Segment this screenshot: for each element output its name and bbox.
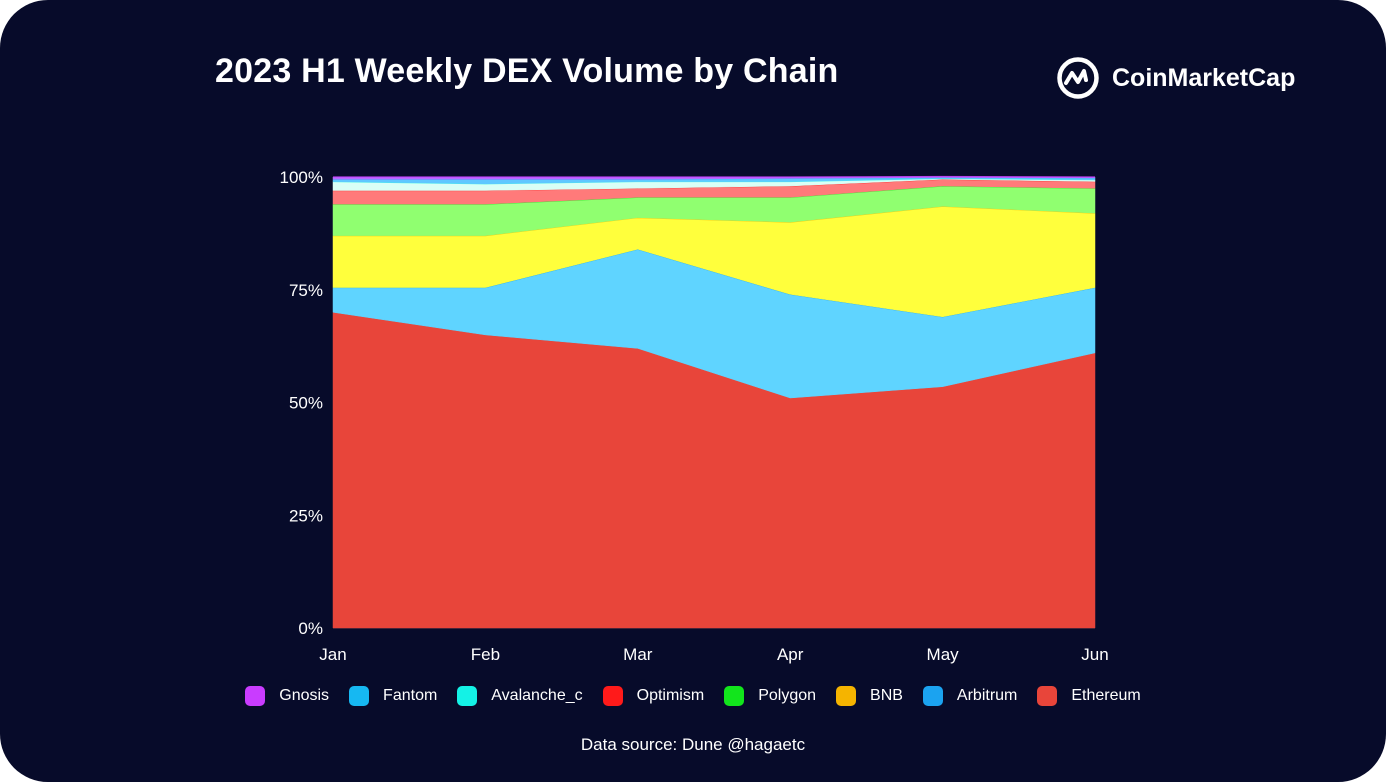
y-tick-label: 75% — [289, 281, 323, 300]
x-tick-label: Feb — [471, 645, 500, 664]
legend-label: Optimism — [636, 687, 705, 704]
x-tick-label: Mar — [623, 645, 653, 664]
legend-label: Arbitrum — [956, 687, 1018, 704]
legend-swatch — [245, 686, 266, 706]
legend-swatch — [1037, 686, 1058, 706]
x-tick-label: Apr — [777, 645, 804, 664]
legend-item-polygon[interactable]: Polygon — [724, 686, 816, 706]
legend-label: BNB — [870, 687, 903, 704]
legend-item-optimism[interactable]: Optimism — [602, 686, 705, 706]
line-gnosis — [333, 175, 1096, 178]
legend-item-gnosis[interactable]: Gnosis — [245, 686, 329, 706]
x-tick-label: Jun — [1081, 645, 1108, 664]
y-tick-label: 0% — [298, 619, 323, 638]
y-tick-label: 25% — [289, 506, 323, 525]
legend-item-arbitrum[interactable]: Arbitrum — [922, 686, 1018, 706]
legend-item-ethereum[interactable]: Ethereum — [1037, 686, 1141, 706]
chart-areas — [332, 175, 1096, 629]
legend-swatch — [724, 686, 745, 706]
y-tick-label: 50% — [289, 394, 323, 413]
legend-swatch — [836, 686, 857, 706]
y-axis: 0% 25% 50% 75% 100% — [280, 168, 323, 638]
x-tick-label: Jan — [319, 645, 346, 664]
chart-title: 2023 H1 Weekly DEX Volume by Chain — [215, 52, 839, 90]
brand-name: CoinMarketCap — [1112, 63, 1296, 92]
x-tick-label: May — [927, 645, 960, 664]
legend-label: Ethereum — [1071, 687, 1141, 704]
legend-item-bnb[interactable]: BNB — [836, 686, 903, 706]
coinmarketcap-logo-icon — [1057, 57, 1099, 99]
legend-label: Avalanche_c — [491, 687, 583, 704]
legend-label: Fantom — [383, 687, 438, 704]
legend-swatch — [457, 686, 478, 706]
legend-swatch — [349, 686, 370, 706]
x-axis: Jan Feb Mar Apr May Jun — [319, 645, 1108, 664]
y-tick-label: 100% — [280, 168, 323, 187]
data-source-note: Data source: Dune @hagaetc — [580, 735, 806, 754]
brand-logo: CoinMarketCap — [1056, 56, 1295, 100]
legend-swatch — [922, 686, 943, 706]
legend-item-fantom[interactable]: Fantom — [349, 686, 437, 706]
legend-swatch — [602, 686, 623, 706]
legend-label: Gnosis — [279, 687, 330, 704]
chart-legend: Gnosis Fantom Avalanche_c Optimism Polygon BN… — [0, 686, 1386, 706]
legend-label: Polygon — [758, 687, 817, 704]
legend-item-avalanche-c[interactable]: Avalanche_c — [457, 686, 583, 706]
